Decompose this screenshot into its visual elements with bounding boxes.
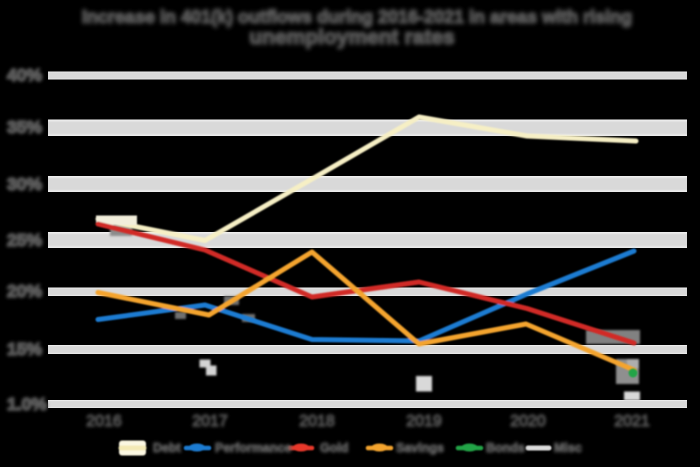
svg-text:1.0%: 1.0% <box>7 394 47 414</box>
svg-text:25%: 25% <box>7 230 42 250</box>
svg-text:Savings: Savings <box>396 441 444 455</box>
svg-text:Bonds: Bonds <box>486 441 525 455</box>
svg-text:unemployment rates: unemployment rates <box>249 26 454 49</box>
svg-text:2020: 2020 <box>510 413 546 430</box>
svg-text:15%: 15% <box>7 339 42 359</box>
svg-text:2018: 2018 <box>299 413 335 430</box>
svg-text:Debt: Debt <box>153 441 182 455</box>
svg-text:Performance: Performance <box>215 441 291 455</box>
svg-text:Gold: Gold <box>320 441 348 455</box>
svg-text:35%: 35% <box>7 117 42 137</box>
svg-text:Misc: Misc <box>554 441 582 455</box>
svg-text:2016: 2016 <box>86 413 122 430</box>
svg-text:2021: 2021 <box>614 413 650 430</box>
svg-text:2017: 2017 <box>192 413 228 430</box>
svg-text:30%: 30% <box>7 174 42 194</box>
svg-text:2019: 2019 <box>406 413 442 430</box>
svg-text:40%: 40% <box>7 65 42 85</box>
svg-text:Increase in 401(k) outflows du: Increase in 401(k) outflows during 2016-… <box>82 7 632 27</box>
svg-text:20%: 20% <box>7 281 42 301</box>
